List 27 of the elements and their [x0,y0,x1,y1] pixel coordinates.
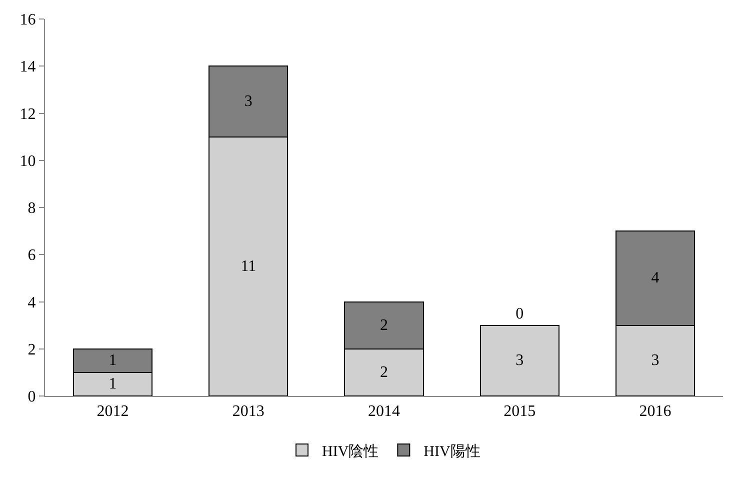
y-tick-label: 16 [20,12,36,29]
legend-label: HIV陽性 [424,442,480,460]
y-tick-label: 4 [28,294,36,312]
data-label: 2 [380,316,388,334]
y-tick-label: 6 [28,247,36,264]
data-label: 2 [380,364,388,381]
y-tick-label: 14 [20,58,36,76]
x-tick-label: 2013 [232,403,264,420]
y-tick-label: 2 [28,341,36,358]
y-tick-label: 8 [28,200,36,218]
y-tick-label: 10 [20,152,36,170]
legend-label: HIV陰性 [322,442,379,460]
data-label: 11 [240,258,256,275]
x-tick-label: 2014 [368,403,400,420]
data-label: 1 [108,352,117,370]
x-tick-label: 2016 [639,403,672,420]
data-label: 4 [651,270,660,287]
x-tick-label: 2012 [96,403,129,420]
data-label: 3 [516,352,524,370]
data-label: 3 [244,92,252,110]
data-label: 0 [516,305,524,322]
x-tick-label: 2015 [504,403,536,420]
y-tick-label: 12 [20,106,36,123]
data-label: 3 [651,352,660,370]
data-label: 1 [108,376,117,393]
bar [480,324,560,396]
y-tick-label: 0 [28,388,36,406]
